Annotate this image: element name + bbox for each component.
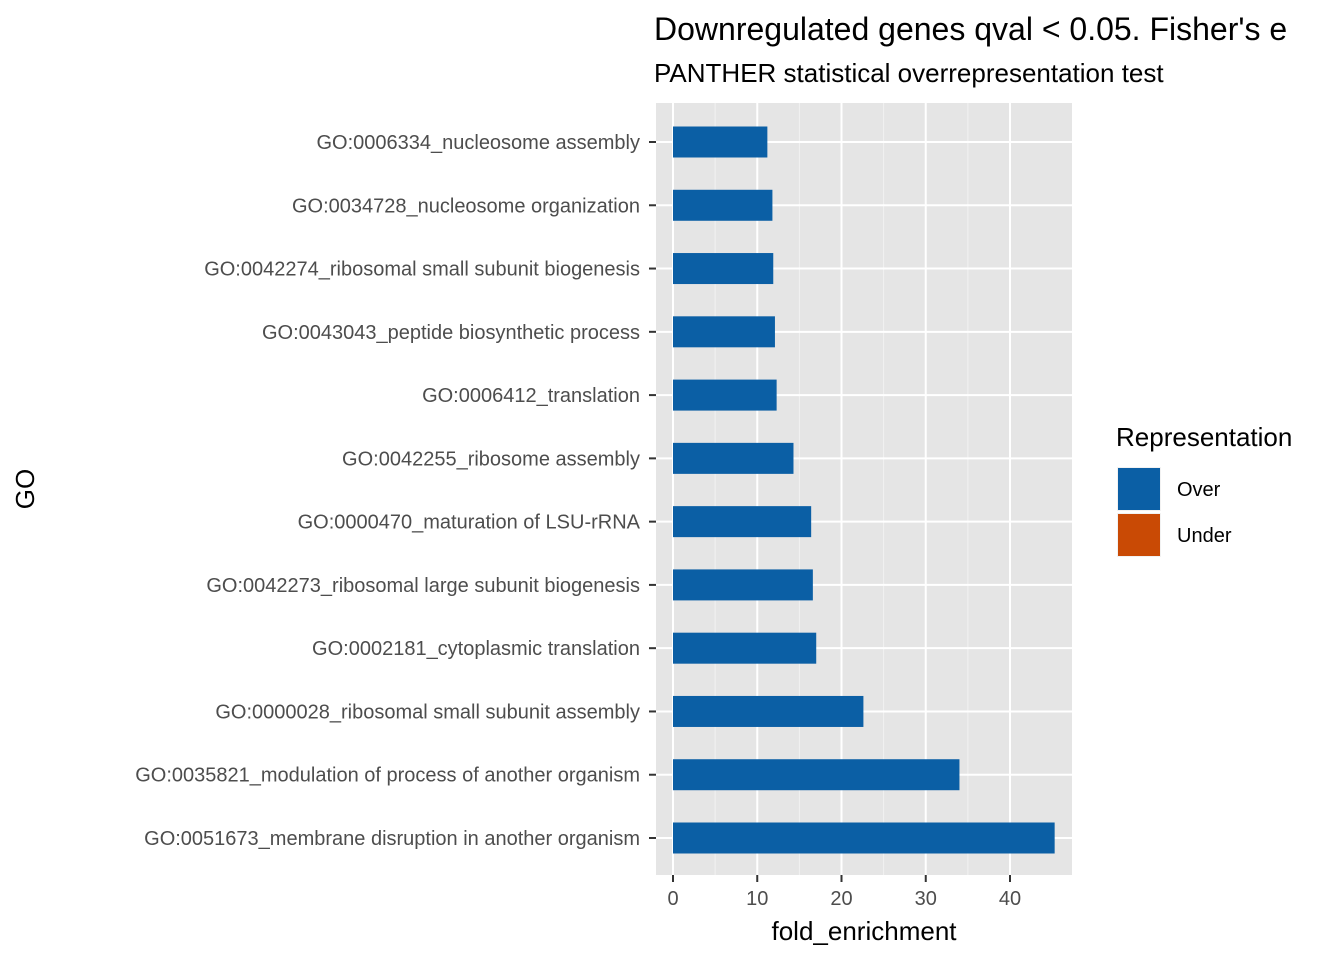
legend-label: Under [1177, 525, 1232, 547]
chart-title: Downregulated genes qval < 0.05. Fisher'… [654, 11, 1287, 47]
legend-swatch [1118, 468, 1160, 510]
bar [673, 442, 794, 474]
bar [673, 379, 777, 411]
y-tick-label: GO:0042274_ribosomal small subunit bioge… [204, 259, 640, 281]
bar [673, 632, 817, 664]
y-axis: GO:0006334_nucleosome assembly GO:0034728… [135, 132, 656, 850]
legend: Representation Over Under [1116, 422, 1292, 557]
x-tick-label: 40 [999, 888, 1021, 910]
bar [673, 506, 812, 538]
y-tick-label: GO:0043043_peptide biosynthetic process [262, 322, 640, 344]
y-axis-title: GO [10, 469, 40, 509]
bar [673, 189, 773, 221]
y-tick-label: GO:0000470_maturation of LSU-rRNA [298, 512, 641, 534]
legend-title: Representation [1116, 422, 1292, 452]
y-tick-label: GO:0000028_ribosomal small subunit assem… [215, 701, 640, 723]
bar [673, 822, 1055, 854]
plot-panel [656, 103, 1072, 875]
grid-lines [656, 103, 1072, 875]
bars [673, 126, 1055, 854]
chart-subtitle: PANTHER statistical overrepresentation t… [654, 58, 1164, 88]
x-tick-label: 30 [915, 888, 937, 910]
bar [673, 695, 864, 727]
bar [673, 569, 813, 601]
bar [673, 759, 960, 791]
bar [673, 126, 768, 158]
bar [673, 316, 775, 348]
x-tick-label: 10 [746, 888, 768, 910]
x-axis: 0 10 20 30 40 [667, 875, 1021, 910]
y-tick-label: GO:0002181_cytoplasmic translation [312, 638, 640, 660]
y-tick-label: GO:0006334_nucleosome assembly [316, 132, 640, 154]
legend-label: Over [1177, 479, 1221, 501]
y-tick-label: GO:0006412_translation [422, 385, 640, 407]
x-axis-title: fold_enrichment [772, 916, 958, 946]
x-tick-label: 0 [667, 888, 678, 910]
y-tick-label: GO:0042273_ribosomal large subunit bioge… [206, 575, 640, 597]
x-tick-label: 20 [830, 888, 852, 910]
y-tick-label: GO:0035821_modulation of process of anot… [135, 765, 640, 787]
y-tick-label: GO:0034728_nucleosome organization [292, 195, 640, 217]
bar [673, 253, 774, 285]
y-tick-label: GO:0051673_membrane disruption in anothe… [144, 828, 640, 850]
legend-swatch [1118, 514, 1160, 556]
y-tick-label: GO:0042255_ribosome assembly [342, 448, 640, 470]
